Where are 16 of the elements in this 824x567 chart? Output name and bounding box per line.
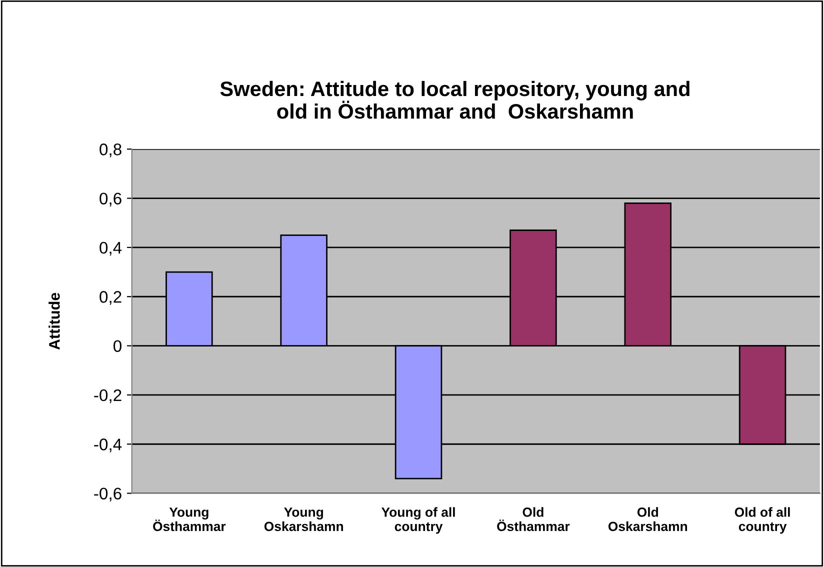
y-tick-label: -0,4 — [94, 438, 122, 452]
x-tick-label: Old of all country — [734, 507, 790, 534]
y-tick-label: -0,2 — [94, 389, 122, 404]
y-tick-label: 0,8 — [100, 144, 122, 158]
y-tick-label: 0 — [114, 340, 122, 352]
x-tick-label: Young Östhammar — [153, 508, 226, 532]
x-tick-label: Young of all country — [381, 507, 455, 534]
chart-title: Sweden: Attitude to local repository, young and old in Östhammar and Oskarshamn — [220, 80, 690, 119]
y-tick-label: 0,2 — [100, 291, 122, 305]
x-tick-label: Old Oskarshamn — [608, 507, 688, 532]
y-tick-label: 0,4 — [100, 242, 122, 256]
x-tick-label: Old Östhammar — [497, 507, 570, 532]
y-axis-title: Attitude — [48, 292, 60, 350]
y-tick-label: -0,6 — [94, 488, 122, 502]
x-tick-label: Young Oskarshamn — [264, 508, 344, 532]
y-tick-label: 0,6 — [100, 192, 122, 206]
